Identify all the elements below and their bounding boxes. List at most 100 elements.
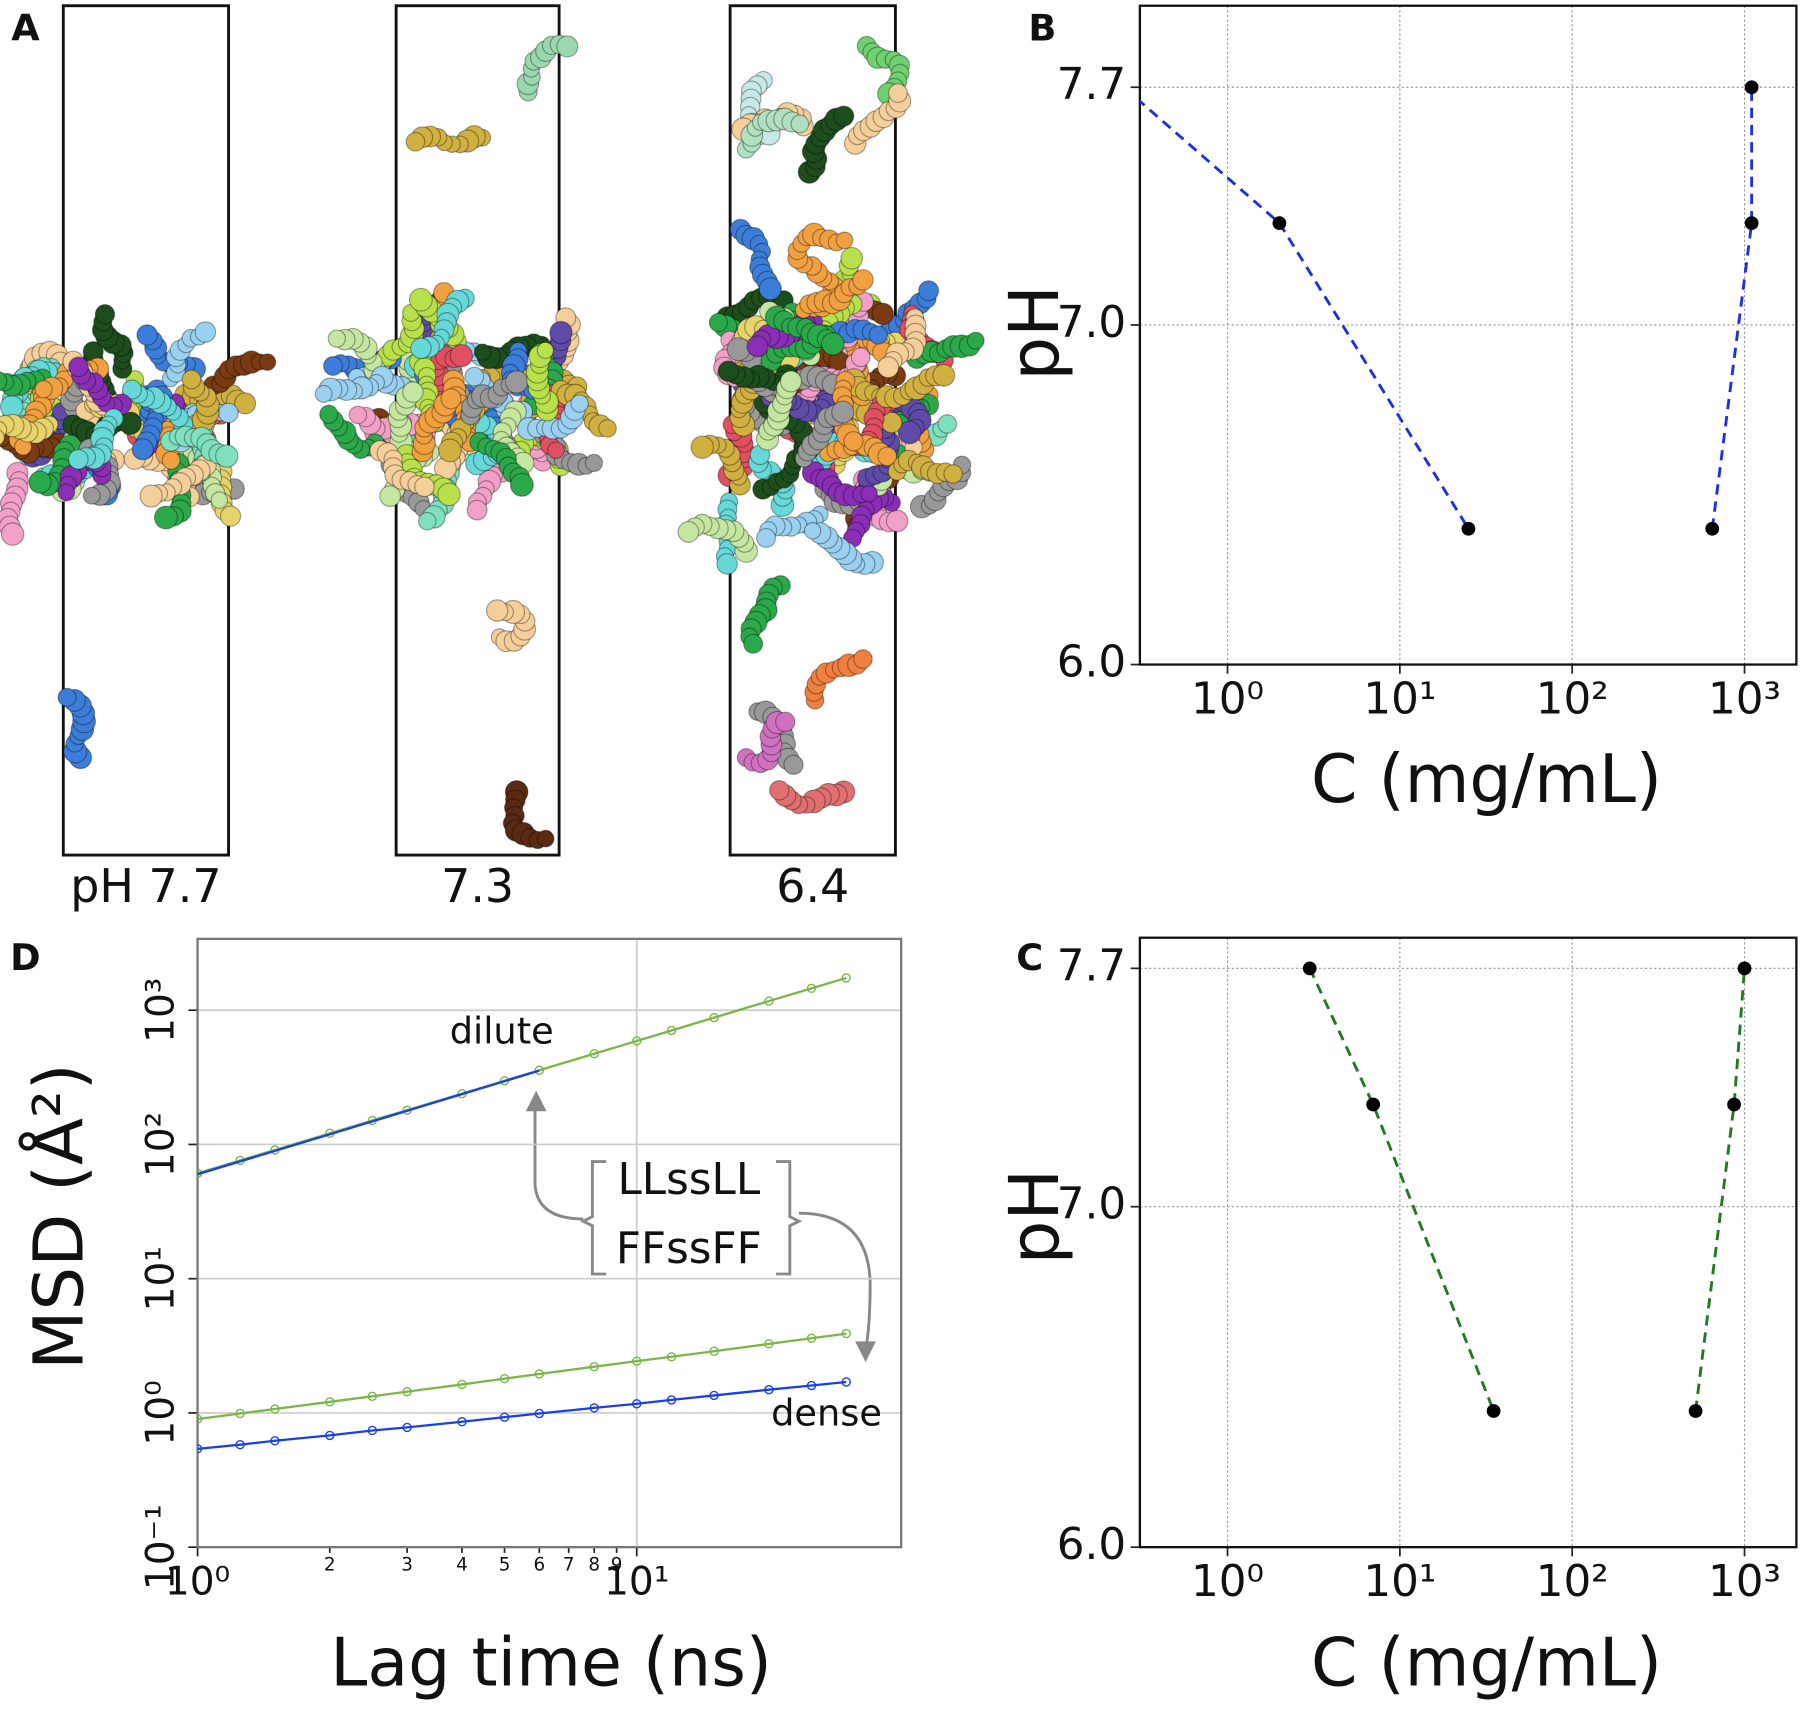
y-tick-label: 7.7 — [1057, 941, 1126, 991]
molecule-bead — [598, 419, 617, 438]
y-axis-label: pH — [995, 285, 1075, 380]
y-tick-label: 10¹ — [139, 1246, 184, 1311]
molecule-bead — [437, 438, 462, 463]
point — [1705, 521, 1720, 536]
molecule-bead — [536, 341, 554, 360]
molecule-bead — [153, 505, 178, 530]
molecule-bead — [485, 599, 509, 622]
brace — [776, 1160, 803, 1276]
molecule-bead — [219, 505, 242, 527]
box-caption: pH 7.7 — [70, 859, 221, 913]
molecule-bead — [218, 402, 239, 424]
x-tick-label: 5 — [499, 1555, 511, 1576]
molecule-bead — [181, 369, 202, 390]
point — [1461, 521, 1476, 536]
series-line — [1710, 87, 1754, 529]
molecule-bead — [885, 509, 909, 533]
legend-label: FFssFF — [616, 1224, 762, 1274]
molecule-bead — [233, 392, 257, 415]
panel-label: D — [10, 936, 40, 979]
point — [1688, 1404, 1703, 1418]
panel-a: A pH 7.7 7.3 6.4 — [0, 4, 985, 913]
series-line — [1694, 968, 1746, 1412]
panel-label: B — [1028, 6, 1056, 49]
molecule-bead — [68, 356, 89, 378]
molecule-bead — [440, 388, 462, 410]
molecule-bead — [348, 405, 368, 425]
molecule-bead — [417, 512, 437, 531]
molecule-bead — [853, 649, 873, 669]
panel-label: A — [11, 6, 40, 49]
molecule-bead — [549, 320, 573, 345]
box-caption: 7.3 — [441, 859, 514, 913]
x-tick-label: 4 — [456, 1555, 468, 1576]
molecule-bead — [743, 633, 764, 654]
molecule-bead — [843, 431, 864, 452]
molecule-bead — [556, 35, 579, 58]
molecule-bead — [466, 499, 488, 521]
y-axis-label: pH — [995, 1169, 1075, 1265]
plot-frame — [1138, 4, 1798, 666]
y-tick-label: 10³ — [139, 978, 184, 1043]
annotation: dense — [771, 1392, 882, 1435]
molecule-bead — [536, 829, 555, 848]
series-line — [197, 1332, 847, 1421]
point — [1744, 216, 1759, 230]
x-tick-label: 10³ — [1708, 674, 1781, 724]
x-tick-label: 2 — [324, 1555, 336, 1576]
molecule-bead — [821, 332, 845, 356]
molecule-bead — [0, 522, 25, 546]
molecule-bead — [509, 472, 534, 497]
x-axis-label: Lag time (ns) — [330, 1624, 772, 1702]
box-caption: 6.4 — [776, 859, 849, 913]
molecule-bead — [932, 363, 956, 387]
molecule-bead — [437, 482, 461, 507]
molecule-bead — [966, 331, 985, 350]
molecule-bead — [769, 780, 790, 801]
molecule-bead — [34, 380, 53, 399]
molecule-bead — [716, 553, 738, 575]
molecule-bead — [860, 484, 878, 503]
x-tick-label: 7 — [563, 1555, 575, 1576]
x-tick-label: 3 — [401, 1555, 413, 1576]
y-axis-label: MSD (Å²) — [17, 1063, 99, 1369]
molecule-bead — [677, 520, 700, 543]
molecule-bead — [214, 444, 239, 468]
molecule-bead — [943, 464, 963, 484]
molecule-bead — [783, 754, 804, 775]
x-tick-label: 6 — [533, 1555, 545, 1576]
molecule-bead — [323, 356, 343, 376]
molecule-bead — [82, 486, 101, 505]
molecule-bead — [888, 83, 908, 104]
molecule-bead — [464, 366, 485, 387]
point — [1272, 216, 1287, 230]
point — [1486, 1404, 1501, 1418]
molecule-bead — [852, 269, 874, 291]
molecule-bead — [868, 325, 888, 345]
molecule-bead — [210, 491, 229, 509]
molecule-bead — [570, 394, 589, 413]
x-tick-label: 10¹ — [1363, 674, 1436, 724]
molecule-bead — [690, 435, 715, 459]
y-tick-label: 10⁻¹ — [139, 1504, 184, 1590]
molecule-bead — [194, 321, 217, 343]
molecule-bead — [405, 131, 426, 152]
molecule-bead — [871, 302, 895, 326]
y-tick-label: 6.0 — [1057, 638, 1126, 688]
legend-label: LLssLL — [618, 1155, 761, 1205]
molecule-bead — [139, 484, 163, 508]
molecule-bead — [28, 470, 52, 494]
molecule-bead — [94, 304, 116, 325]
arrow-head — [525, 1090, 547, 1112]
molecule-bead — [57, 687, 77, 707]
plot-frame — [1138, 936, 1798, 1549]
series-line — [1139, 99, 1470, 530]
molecule-bead — [790, 114, 810, 134]
arrow — [798, 1211, 872, 1349]
plot-area — [1302, 961, 1752, 1418]
molecule-bead — [402, 381, 424, 403]
molecule-bead — [547, 441, 565, 460]
molecule-bead — [937, 414, 958, 434]
brace — [580, 1160, 607, 1276]
